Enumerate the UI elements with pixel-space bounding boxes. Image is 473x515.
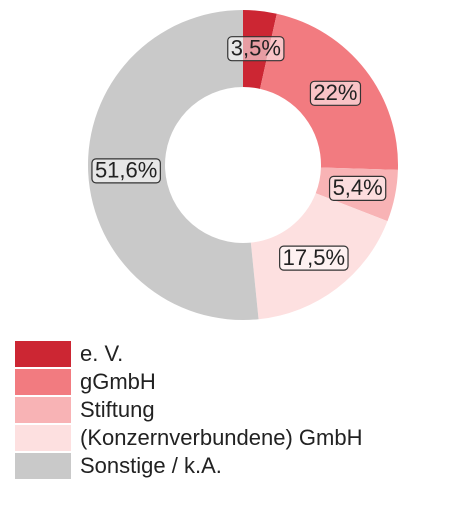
label-box: [227, 36, 285, 62]
legend-swatch: [15, 453, 71, 479]
donut-slice: [87, 10, 259, 321]
value-label: 5,4%: [328, 175, 387, 201]
value-label: 17,5%: [279, 245, 349, 271]
legend-label: (Konzernverbundene) GmbH: [80, 425, 362, 450]
label-box: [91, 158, 161, 184]
legend-label: Stiftung: [80, 397, 155, 422]
legend-label: gGmbH: [80, 369, 156, 394]
legend-label: e. V.: [80, 341, 123, 366]
value-label-text: 51,6%: [95, 158, 157, 183]
value-label-text: 22%: [313, 80, 357, 105]
value-label-text: 17,5%: [283, 245, 345, 270]
value-label: 51,6%: [91, 158, 161, 184]
label-box: [279, 245, 349, 271]
value-label: 3,5%: [227, 36, 285, 62]
value-label-text: 3,5%: [231, 36, 281, 61]
value-label: 22%: [309, 80, 362, 106]
legend-swatch: [15, 425, 71, 451]
legend-label: Sonstige / k.A.: [80, 453, 222, 478]
legend-swatch: [15, 369, 71, 395]
label-box: [328, 175, 387, 201]
legend-swatch: [15, 341, 71, 367]
value-label-text: 5,4%: [333, 175, 383, 200]
legend-swatch: [15, 397, 71, 423]
label-box: [309, 80, 362, 106]
